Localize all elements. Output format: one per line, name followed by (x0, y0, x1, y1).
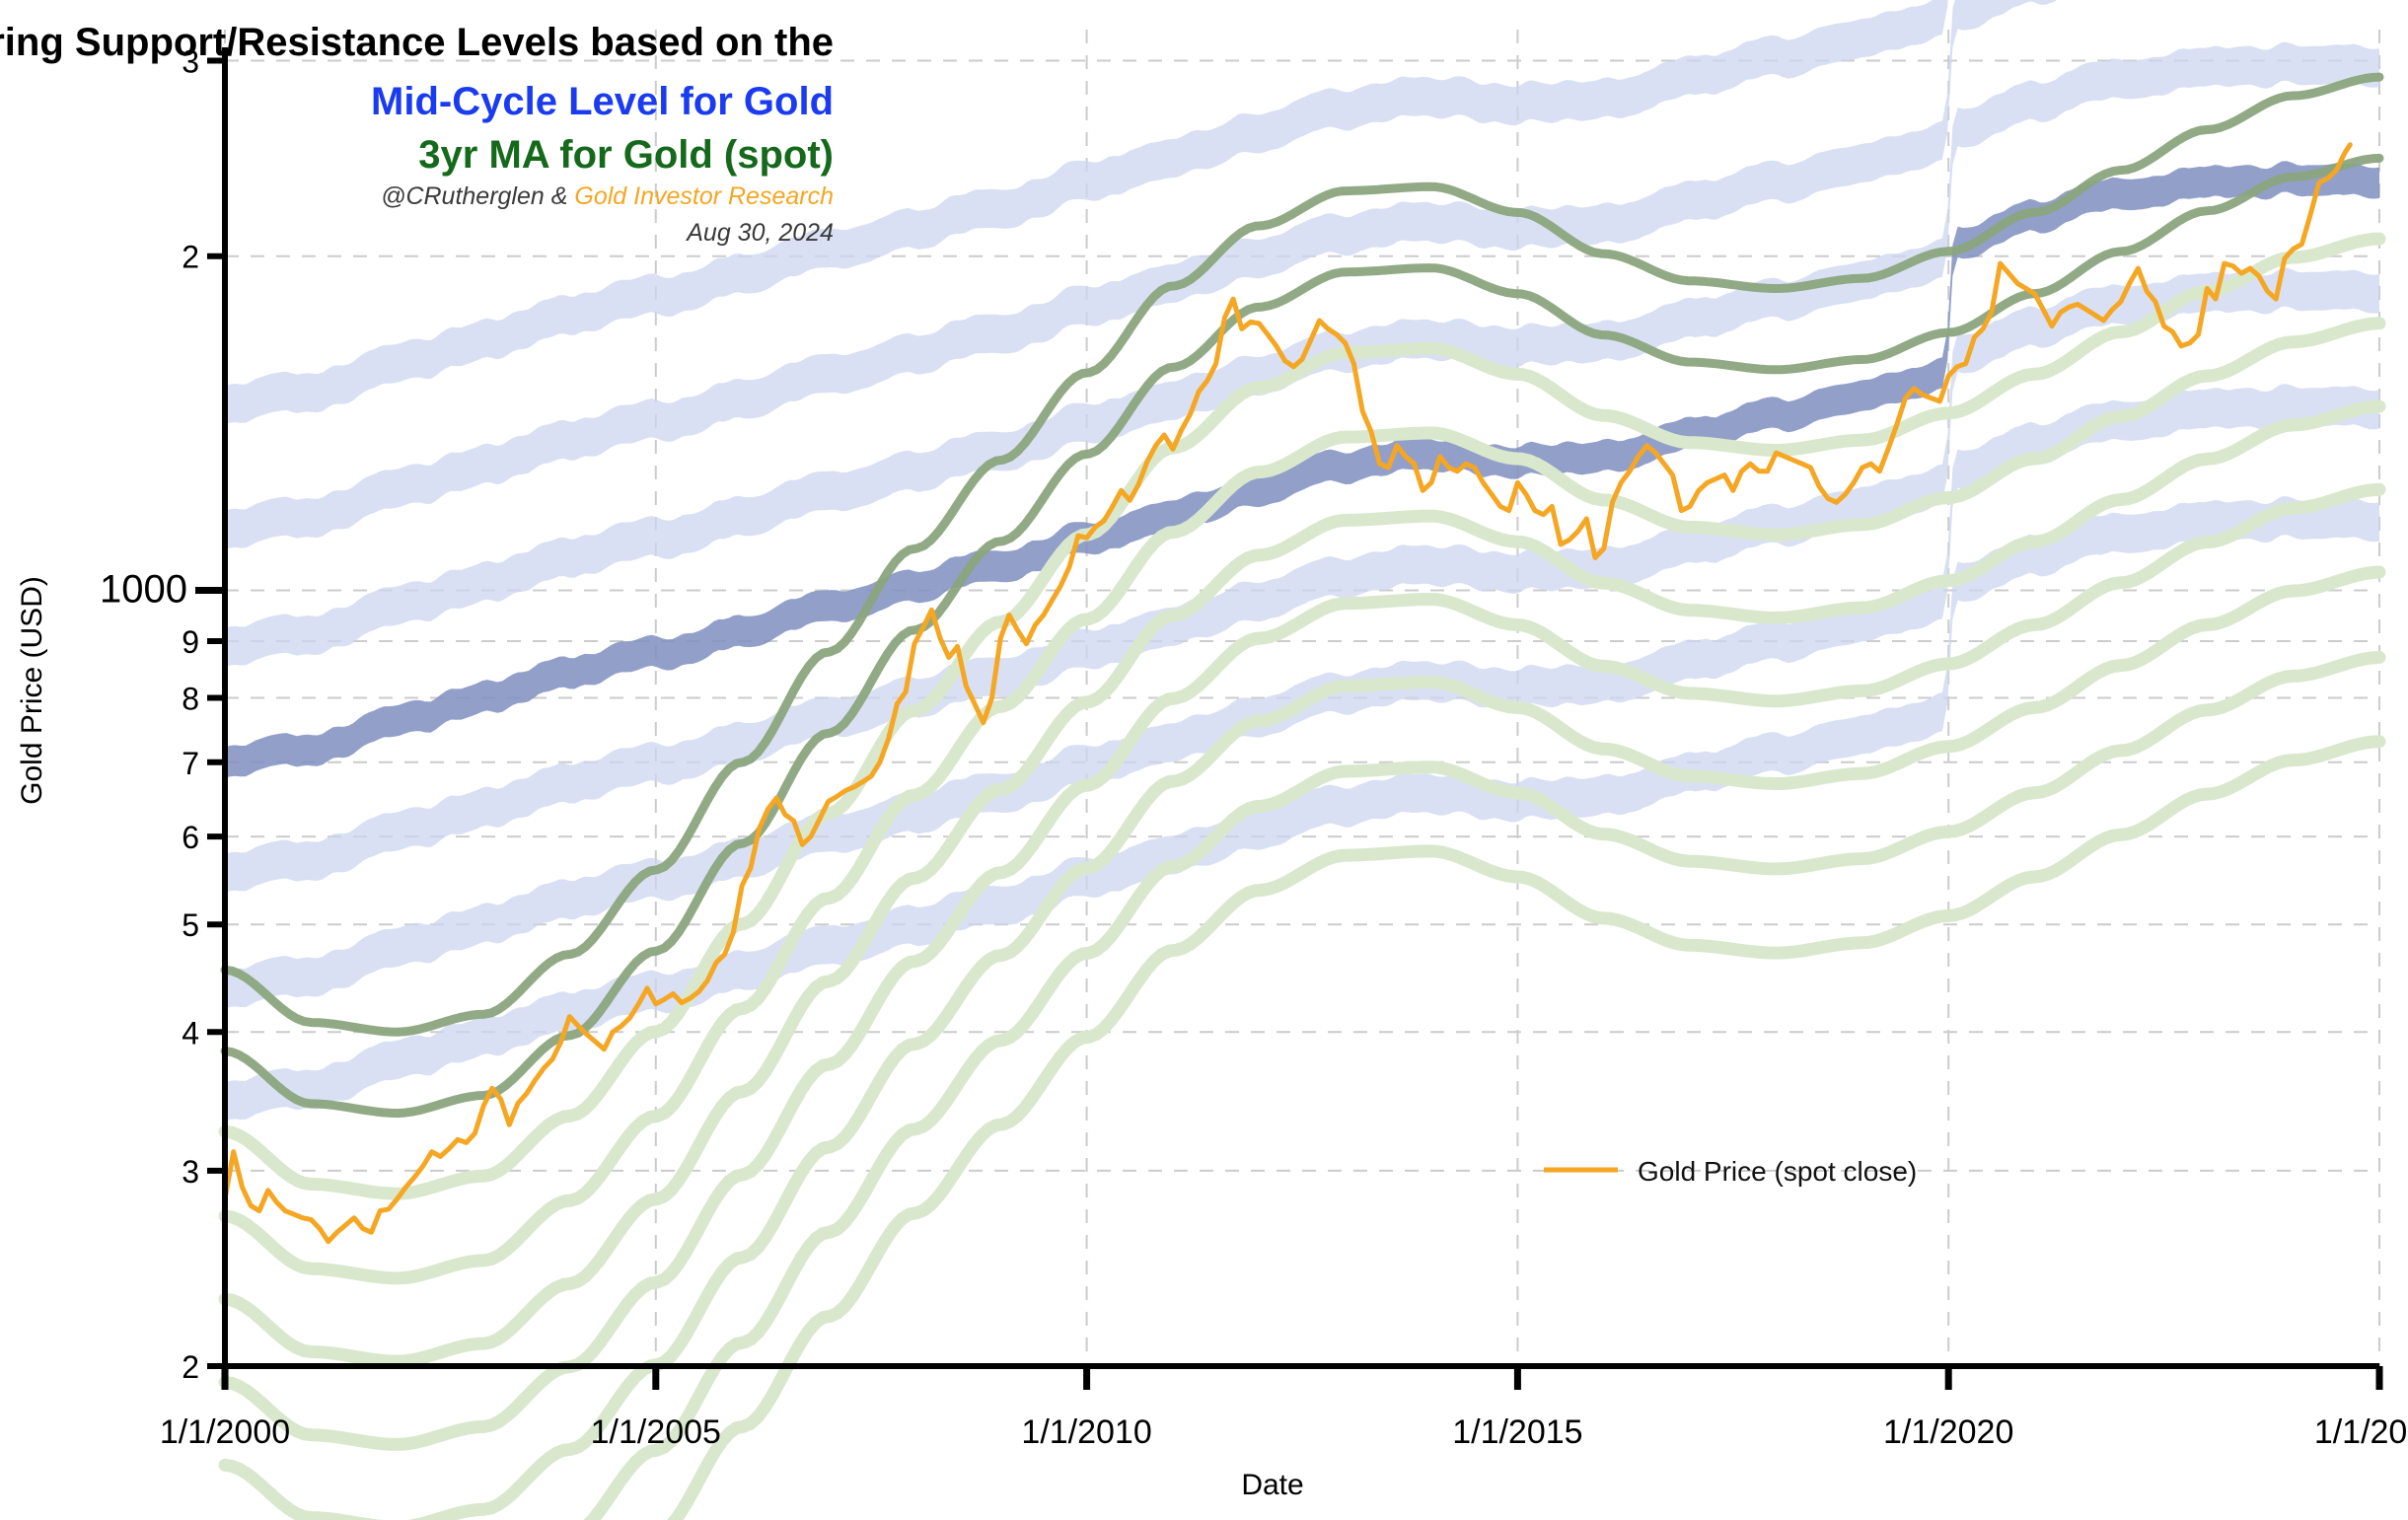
ma-support-line (583, 651, 2386, 1520)
midcycle-band (225, 161, 2379, 778)
ma-lines-group (218, 72, 2386, 1520)
chart-title-line3: 3yr MA for Gold (spot) (418, 133, 834, 177)
gold-price-line (222, 142, 2353, 1245)
y-axis-title: Gold Price (USD) (16, 576, 48, 805)
x-tick-label: 1/1/2000 (160, 1413, 290, 1451)
y-axis-ticks: 2 3 4 5 6 7 8 9 1000 2 3 (100, 44, 225, 1385)
y-tick-label: 3 (182, 1154, 199, 1190)
y-tick-label: 3 (182, 44, 199, 80)
x-axis-title: Date (1241, 1469, 1303, 1501)
chart-title-line2: Mid-Cycle Level for Gold (371, 80, 834, 123)
ma-support-line (218, 317, 2386, 1285)
x-tick-label: 1/1/2025 (2314, 1413, 2408, 1451)
ma-support-line (220, 72, 2384, 1037)
y-tick-label: 2 (182, 1349, 199, 1385)
credit-line: @CRutherglen & Gold Investor Research (381, 182, 834, 210)
y-tick-label: 9 (182, 624, 199, 660)
chart-title-line1: Recurring Support/Resistance Levels base… (0, 21, 834, 64)
ma-support-line (218, 232, 2386, 1200)
y-tick-label: 8 (182, 682, 199, 717)
credit-date: Aug 30, 2024 (685, 219, 834, 247)
midcycle-band (225, 0, 2057, 550)
y-tick-label: 4 (182, 1015, 199, 1050)
gold-price-path (222, 142, 2353, 1245)
legend-label-gold-price: Gold Price (spot close) (1638, 1156, 1917, 1187)
credit-author: @CRutherglen & (381, 182, 574, 210)
x-axis-ticks: 1/1/2000 1/1/2005 1/1/2010 1/1/2015 1/1/2020… (160, 1366, 2408, 1451)
midcycle-band (225, 267, 2379, 894)
credit-source: Gold Investor Research (574, 182, 834, 210)
midcycle-band (225, 496, 2379, 1122)
y-tick-label: 7 (182, 746, 199, 781)
x-tick-label: 1/1/2020 (1883, 1413, 2013, 1451)
ma-support-line (218, 482, 2386, 1451)
legend[interactable]: Gold Price (spot close) (1544, 1156, 1917, 1187)
y-tick-label: 2 (182, 240, 199, 275)
x-tick-label: 1/1/2015 (1452, 1413, 1582, 1451)
ma-support-line (218, 399, 2386, 1368)
y-tick-label: 1000 (100, 567, 187, 611)
y-tick-label: 5 (182, 907, 199, 943)
ma-support-line (667, 735, 2386, 1520)
y-tick-label: 6 (182, 820, 199, 855)
x-tick-label: 1/1/2005 (591, 1413, 721, 1451)
x-tick-label: 1/1/2010 (1021, 1413, 1151, 1451)
ma-support-line (218, 565, 2386, 1520)
midcycle-band (225, 0, 1948, 425)
